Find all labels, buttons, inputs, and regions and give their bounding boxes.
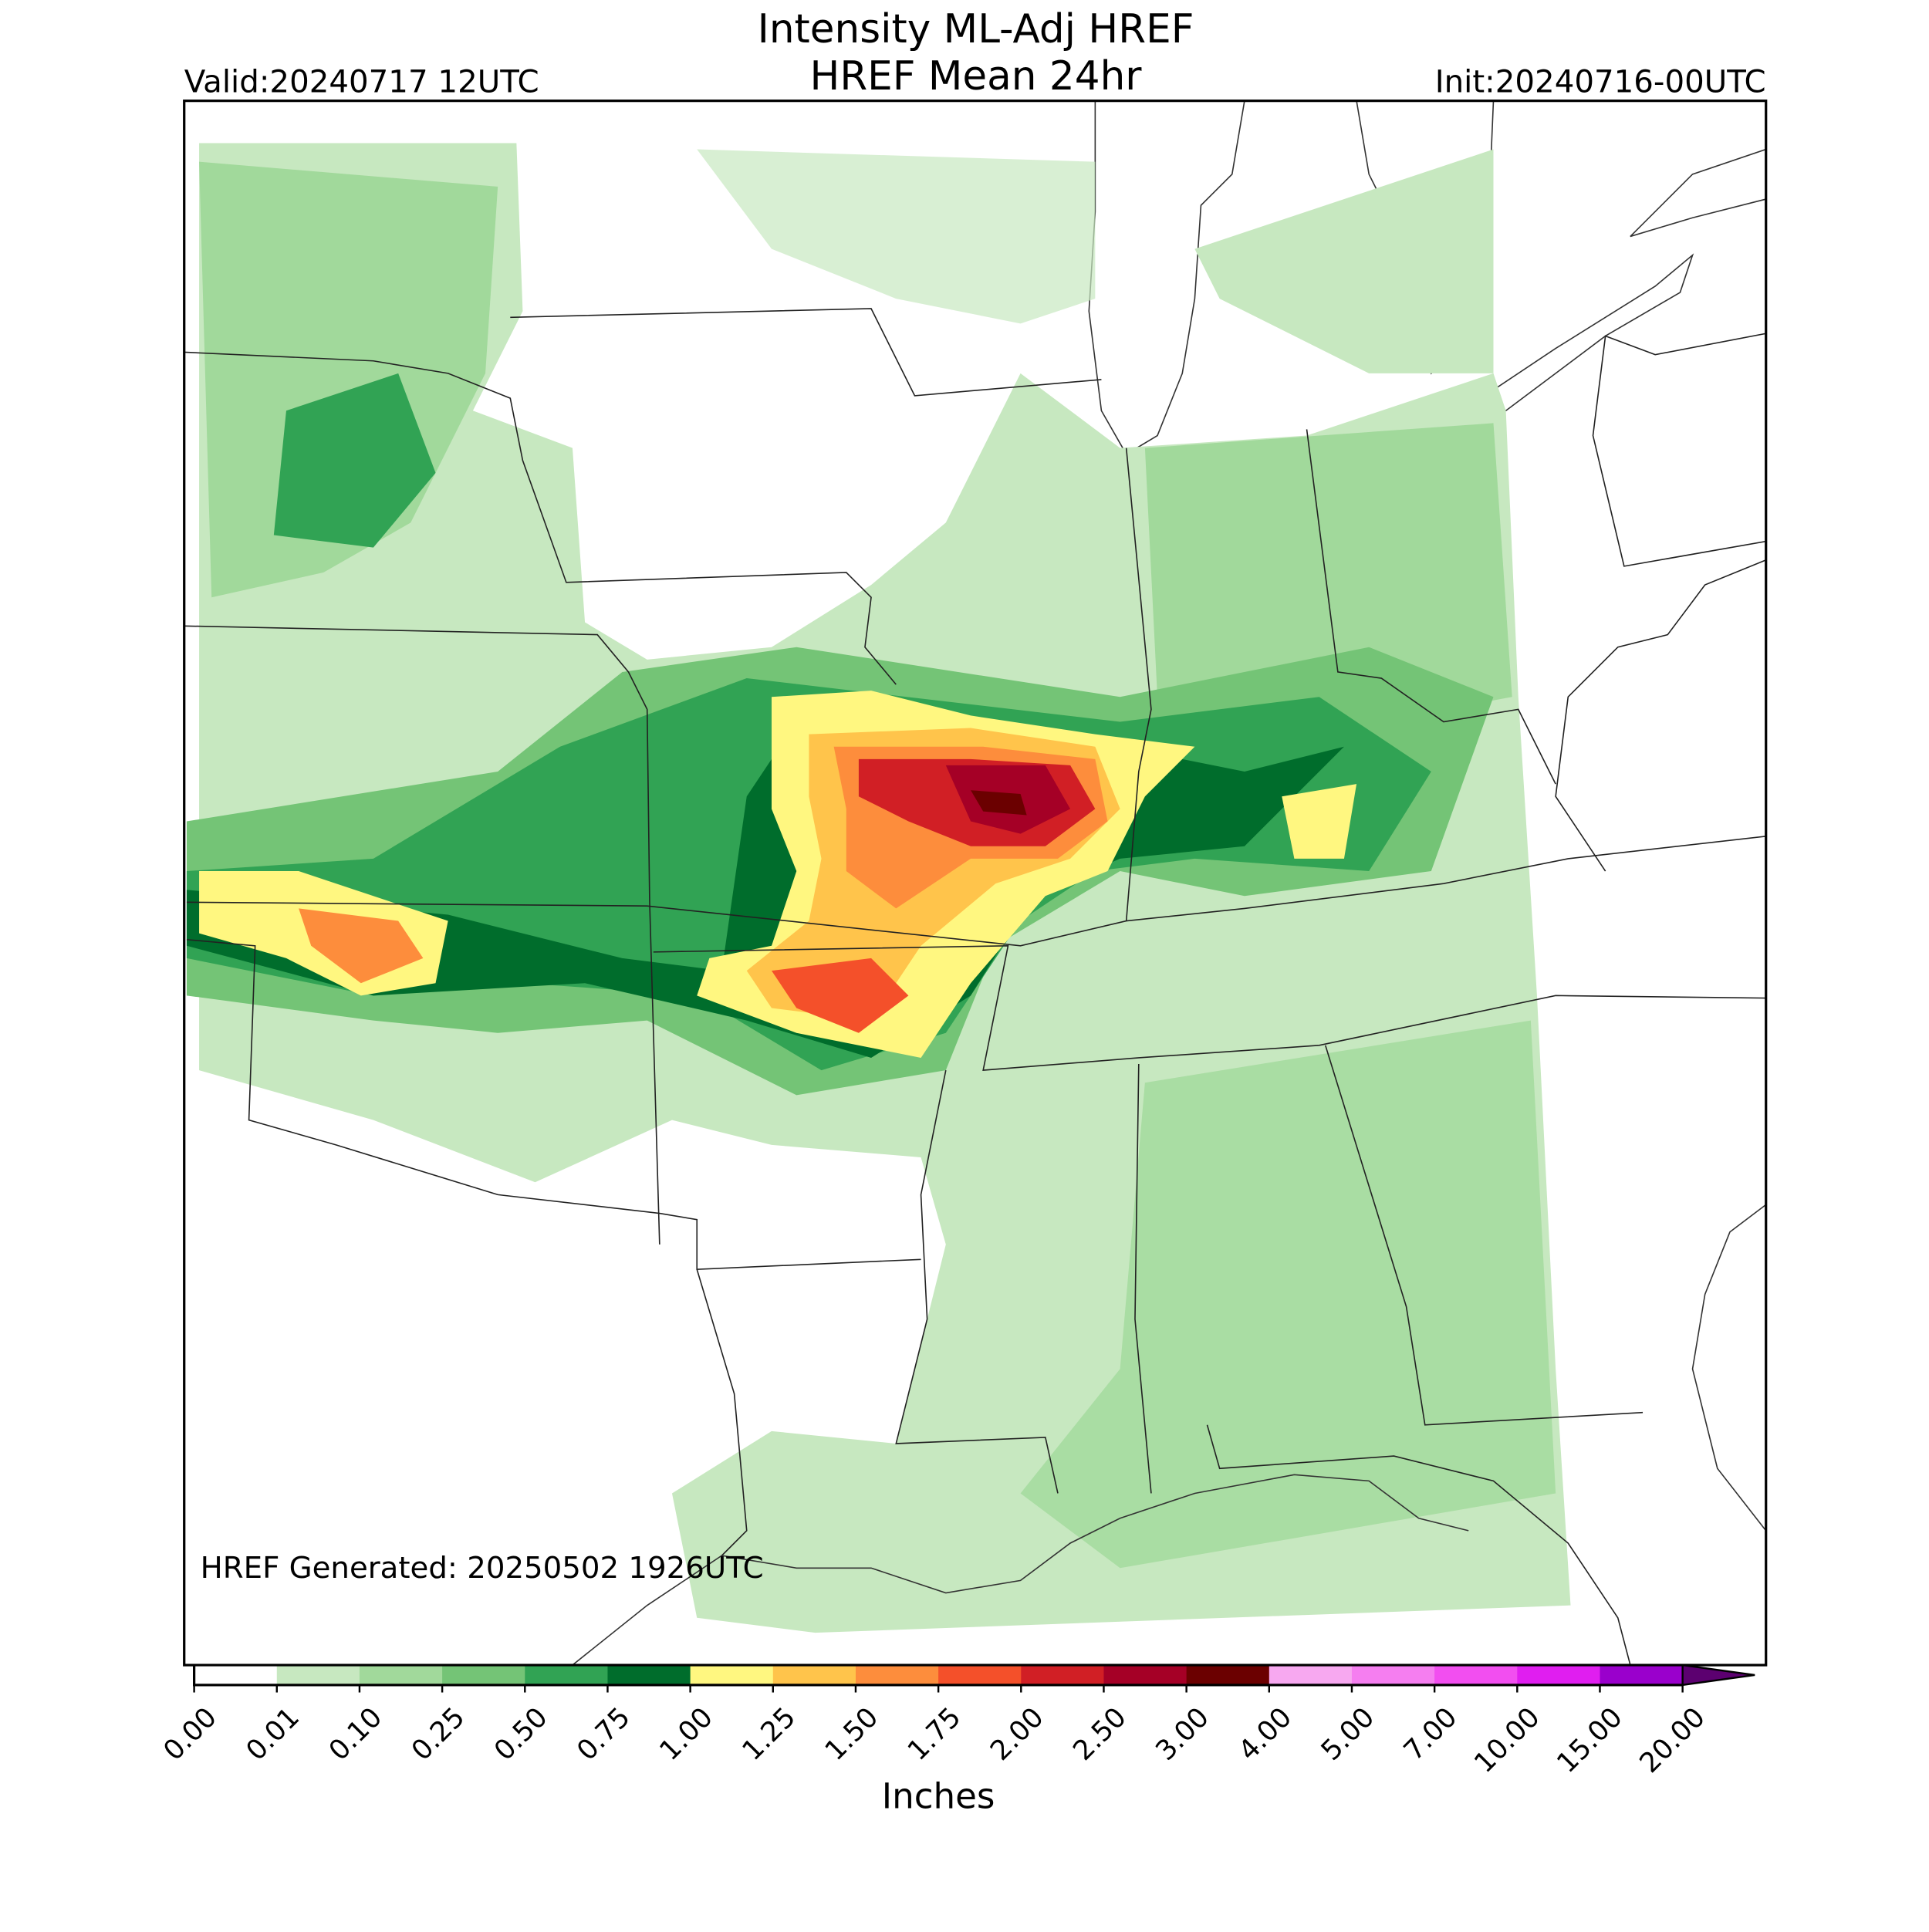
state-border <box>895 1069 1059 1494</box>
precip-extreme <box>971 790 1027 816</box>
precip-light <box>1020 1020 1556 1569</box>
title: Intensity ML-Adj HREF <box>758 6 1194 52</box>
colorbar-label: Inches <box>882 1776 995 1817</box>
state-border <box>186 836 1766 947</box>
state-border <box>696 1268 748 1556</box>
colorbar-segment <box>855 1665 939 1685</box>
state-border <box>186 938 921 1271</box>
precip-light <box>1144 423 1512 747</box>
colorbar-segment <box>938 1665 1022 1685</box>
precip-moderate <box>273 373 436 548</box>
colorbar-segment <box>194 1665 278 1685</box>
colorbar-segment <box>1269 1665 1353 1685</box>
colorbar-segment <box>359 1665 443 1685</box>
colorbar-segment <box>690 1665 774 1685</box>
state-border <box>1555 559 1766 872</box>
state-border <box>653 944 1766 1071</box>
colorbar-segment <box>1600 1665 1684 1685</box>
colorbar-segment <box>442 1665 526 1685</box>
state-border <box>1206 1424 1631 1666</box>
state-border <box>1592 333 1766 567</box>
colorbar-segment <box>1351 1665 1435 1685</box>
map: HREF Generated: 20250502 1926UTC <box>183 100 1768 1667</box>
state-border <box>1125 448 1152 921</box>
colorbar-segment <box>1103 1665 1187 1685</box>
lake-erie <box>1443 253 1694 424</box>
subtitle: HREF Mean 24hr <box>810 53 1143 100</box>
precip-light <box>199 161 498 598</box>
state-border <box>510 308 1102 397</box>
colorbar-segment <box>1186 1665 1270 1685</box>
state-border <box>1134 1064 1152 1494</box>
precip-intense <box>772 958 909 1033</box>
state-border <box>1324 1045 1644 1426</box>
colorbar-segment <box>1434 1665 1519 1685</box>
lake-ontario <box>1630 148 1766 238</box>
colorbar-outline <box>192 1663 1683 1687</box>
colorbar-segment <box>772 1665 856 1685</box>
state-border <box>1306 429 1556 785</box>
map-layers <box>184 100 1766 1666</box>
colorbar-segment <box>276 1665 360 1685</box>
precip-heavy <box>1282 784 1357 859</box>
state-border <box>184 625 660 1245</box>
precip-light <box>1194 149 1494 373</box>
colorbar-extension <box>1681 1663 1755 1687</box>
colorbar-segment <box>1517 1665 1601 1685</box>
precip-heavy <box>299 908 424 984</box>
colorbar-segment <box>525 1665 609 1685</box>
valid-time: Valid:20240717 12UTC <box>184 63 539 100</box>
state-border <box>184 351 897 685</box>
init-time: Init:20240716-00UTC <box>1435 63 1766 100</box>
coastline <box>1691 1204 1766 1532</box>
colorbar-segment <box>607 1665 691 1685</box>
coastline <box>572 1474 1469 1666</box>
precip-light <box>697 149 1096 324</box>
generated-note: HREF Generated: 20250502 1926UTC <box>201 1551 764 1586</box>
colorbar-segment <box>1021 1665 1105 1685</box>
